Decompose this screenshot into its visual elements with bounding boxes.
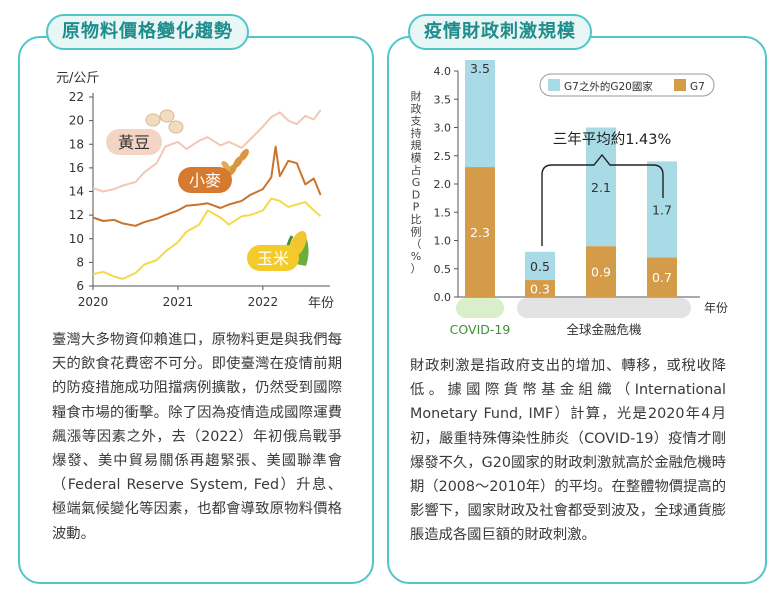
y-axis-label-char: P — [413, 201, 420, 214]
y-axis-label-char: 支 — [411, 115, 422, 128]
bar-g20-2008 — [525, 251, 555, 281]
series-line-wheat — [92, 145, 322, 227]
legend-corn-pill — [247, 245, 299, 271]
bar-label-g7: 0.7 — [652, 270, 672, 285]
legend-wheat: 小麥 — [189, 171, 221, 190]
x-axis-label: 年份 — [704, 301, 728, 315]
y-axis-label-char: G — [412, 176, 421, 189]
y-axis-label-char: 持 — [411, 126, 422, 140]
y-tick-label: 3.0 — [434, 122, 452, 135]
legend-g7: G7 — [690, 81, 705, 93]
legend-g20-swatch — [548, 79, 560, 91]
legend-soy: 黃豆 — [118, 133, 150, 152]
x-tick-label: 2022 — [248, 295, 279, 309]
y-tick-label: 3.5 — [434, 93, 452, 106]
y-axis-label-char: D — [412, 188, 420, 201]
y-tick-label: 14 — [69, 185, 84, 199]
series-line-corn — [92, 197, 322, 280]
legend-box — [539, 73, 715, 97]
x-axis-label: 年份 — [308, 296, 334, 311]
right-body-text: 財政刺激是指政府支出的增加、轉移，或稅收降低。據國際貨幣基金組織（Interna… — [410, 358, 726, 544]
y-axis-label-char: 規 — [411, 138, 422, 152]
y-axis-label-char: % — [411, 250, 421, 263]
bar-g7-2020 — [465, 167, 495, 297]
bar-g7-2009 — [586, 246, 616, 297]
covid-group-pill — [456, 298, 504, 318]
bar-label-g7: 0.9 — [591, 265, 611, 280]
bar-label-g7: 2.3 — [470, 225, 490, 240]
legend-wheat-pill — [178, 167, 232, 193]
group-label-crisis: 全球金融危機 — [566, 322, 642, 337]
left-panel-title: 原物料價格變化趨勢 — [46, 14, 249, 50]
bar-label-g20: 1.7 — [652, 202, 672, 217]
y-tick-label: 6 — [76, 279, 84, 293]
average-bracket — [541, 153, 664, 246]
y-tick-label: 0.0 — [434, 291, 452, 304]
legend-soy-pill — [106, 129, 162, 155]
y-axis-label-char: 占 — [411, 163, 422, 177]
bar-g20-2020 — [465, 60, 495, 168]
bar-label-g20: 3.5 — [470, 61, 490, 76]
legend-corn: 玉米 — [257, 249, 289, 268]
x-tick-label: 2020 — [78, 295, 109, 309]
crisis-group-pill — [517, 298, 691, 318]
legend-g7-swatch — [674, 79, 686, 91]
y-axis-label: 元/公斤 — [56, 71, 99, 86]
bar-g7-2008 — [525, 280, 555, 297]
y-tick-label: 22 — [69, 90, 84, 104]
y-tick-label: 2.0 — [434, 178, 452, 191]
y-axis-label-char: 財 — [411, 89, 422, 103]
y-axis-label-char: 政 — [411, 101, 422, 115]
y-tick-label: 12 — [69, 208, 84, 222]
y-tick-label: 20 — [69, 114, 84, 128]
bar-g7-2010 — [647, 257, 677, 297]
y-axis-label-char: 例 — [411, 224, 422, 238]
y-axis-label-char: 模 — [411, 152, 422, 165]
y-tick-label: 18 — [69, 137, 84, 151]
y-tick-label: 8 — [76, 255, 84, 269]
soybean-icon — [145, 109, 184, 134]
y-tick-label: 4.0 — [434, 65, 452, 78]
right-panel-title: 疫情財政刺激規模 — [408, 14, 592, 50]
y-tick-label: 16 — [69, 161, 84, 175]
y-tick-label: 2.5 — [434, 150, 452, 163]
left-body-text: 臺灣大多物資仰賴進口，原物料更是與我們每天的飲食花費密不可分。即使臺灣在疫情前期… — [52, 332, 342, 542]
left-panel — [18, 36, 374, 584]
bar-g20-2009 — [586, 127, 616, 247]
y-axis-label-char: 比 — [411, 213, 422, 226]
y-tick-label: 10 — [69, 232, 84, 246]
bar-label-g7: 0.3 — [530, 282, 550, 297]
bar-g20-2010 — [647, 161, 677, 258]
bar-label-g20: 0.5 — [530, 259, 550, 274]
y-axis-label-char: （ — [411, 238, 422, 251]
group-label-covid: COVID-19 — [450, 322, 511, 337]
bar-label-g20: 2.1 — [591, 180, 611, 195]
series-line-soy — [92, 109, 322, 193]
legend-g20: G7之外的G20國家 — [564, 80, 653, 93]
y-tick-label: 1.5 — [434, 206, 452, 219]
y-axis-label-char: ） — [411, 262, 422, 275]
average-annotation: 三年平均約1.43% — [553, 131, 672, 148]
y-tick-label: 1.0 — [434, 235, 452, 248]
y-tick-label: 0.5 — [434, 263, 452, 276]
x-tick-label: 2021 — [163, 295, 194, 309]
